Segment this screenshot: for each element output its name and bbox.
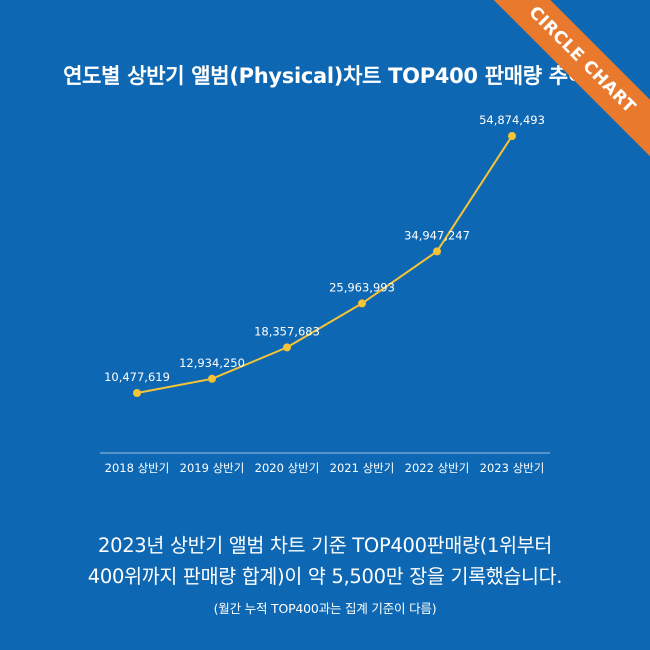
summary-footnote: (월간 누적 TOP400과는 집계 기준이 다름) <box>213 601 437 616</box>
data-point <box>208 374 216 383</box>
x-tick-label: 2021 상반기 <box>330 461 395 475</box>
data-point <box>433 247 441 256</box>
series-line <box>136 135 513 394</box>
data-point <box>508 132 516 140</box>
summary-line-2: 400위까지 판매량 합계)이 약 5,500만 장을 기록했습니다. <box>87 565 563 588</box>
summary-note: 2023년 상반기 앨범 차트 기준 TOP400판매량(1위부터 400위까지… <box>0 530 650 592</box>
summary-line-1: 2023년 상반기 앨범 차트 기준 TOP400판매량(1위부터 <box>97 534 552 557</box>
data-label: 12,934,250 <box>179 356 245 370</box>
data-point <box>283 343 291 352</box>
data-points <box>133 132 516 397</box>
chart-title: 연도별 상반기 앨범(Physical)차트 TOP400 판매량 추이 <box>63 64 587 88</box>
x-tick-label: 2018 상반기 <box>105 461 170 475</box>
data-point <box>133 389 141 397</box>
x-tick-label: 2022 상반기 <box>405 461 470 475</box>
data-point <box>358 299 366 308</box>
x-tick-labels: 2018 상반기 2019 상반기 2020 상반기 2021 상반기 2022 상반기… <box>105 461 545 475</box>
x-tick-label: 2023 상반기 <box>480 461 545 475</box>
data-labels: 10,477,619 12,934,250 18,357,683 25,963,993… <box>104 113 545 384</box>
data-label: 25,963,993 <box>329 280 395 294</box>
data-label: 54,874,493 <box>479 113 545 127</box>
x-tick-label: 2019 상반기 <box>180 461 245 475</box>
data-label: 18,357,683 <box>254 324 320 338</box>
data-label: 34,947,247 <box>404 228 470 242</box>
data-label: 10,477,619 <box>104 370 170 384</box>
x-tick-label: 2020 상반기 <box>255 461 320 475</box>
